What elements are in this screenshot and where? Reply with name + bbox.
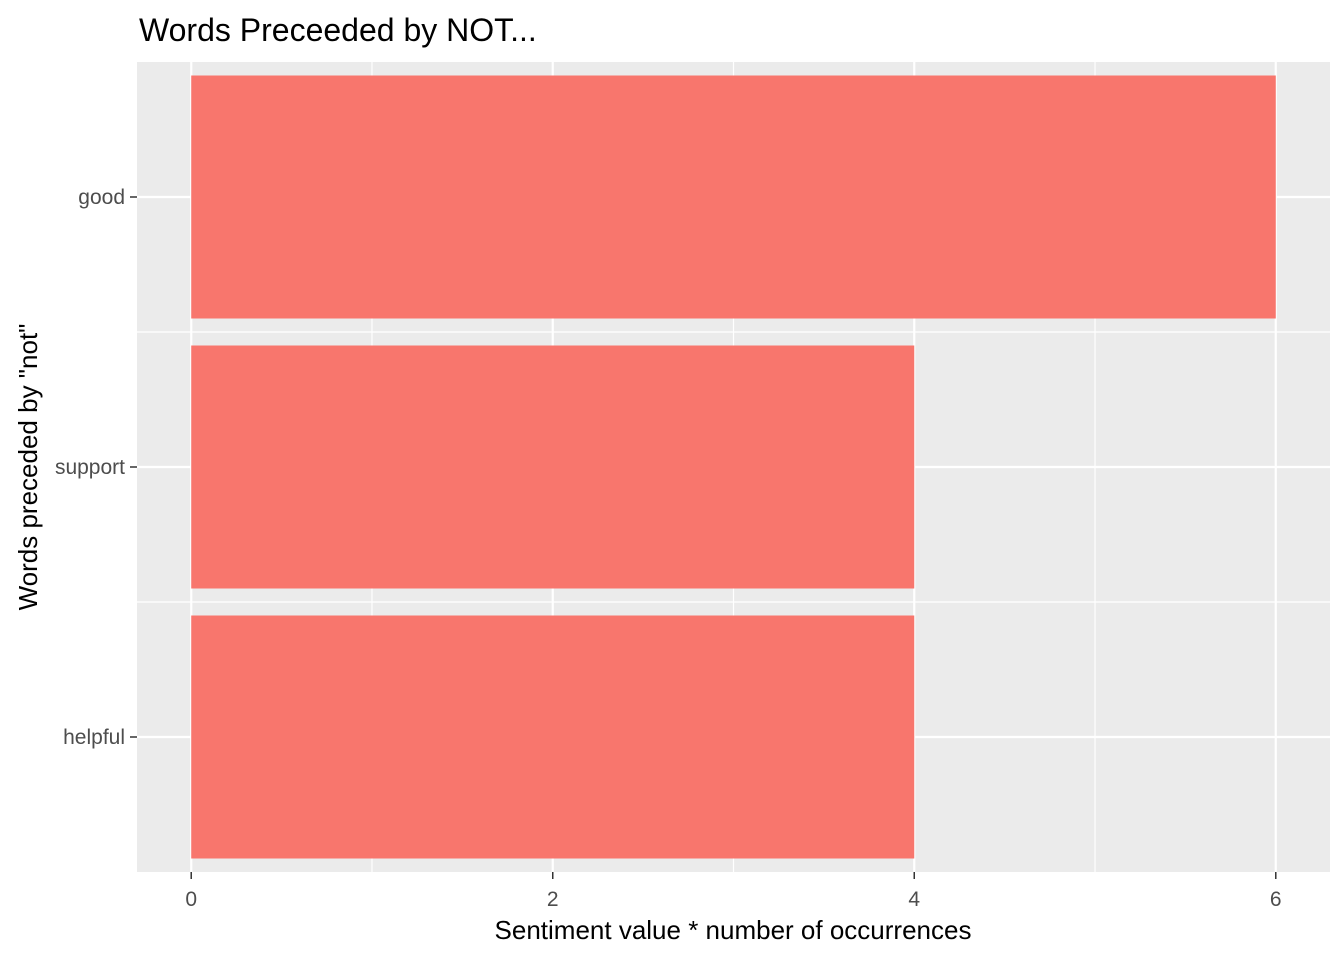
y-tick-label: helpful (63, 726, 125, 749)
x-tick-label: 4 (908, 888, 920, 911)
y-tick-label: good (78, 186, 125, 209)
y-axis-title: Words preceded by "not" (13, 324, 43, 611)
bar-helpful (191, 615, 915, 859)
y-axis: good support helpful (55, 186, 137, 749)
bars (191, 75, 1276, 859)
x-axis: 0 2 4 6 (185, 872, 1282, 911)
x-tick-label: 0 (185, 888, 197, 911)
x-tick-label: 6 (1270, 888, 1282, 911)
y-tick-label: support (55, 456, 125, 479)
x-axis-title: Sentiment value * number of occurrences (495, 915, 972, 945)
chart-title: Words Preceeded by NOT... (139, 12, 537, 48)
x-tick-label: 2 (547, 888, 559, 911)
bar-good (191, 75, 1276, 319)
bar-support (191, 345, 915, 589)
